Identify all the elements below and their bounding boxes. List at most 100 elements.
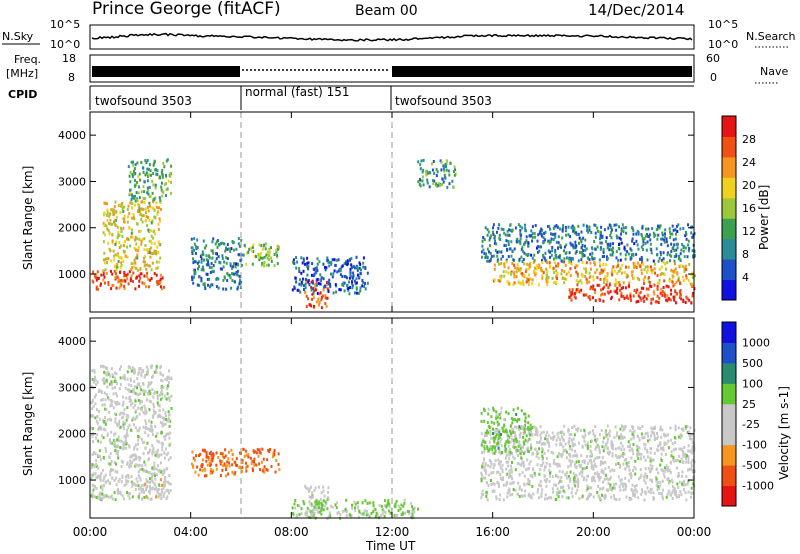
heatmap-cell bbox=[273, 452, 276, 456]
heatmap-cell bbox=[363, 509, 366, 513]
heatmap-cell bbox=[598, 496, 601, 500]
heatmap-cell bbox=[685, 295, 688, 299]
heatmap-cell bbox=[676, 459, 679, 462]
heatmap-cell bbox=[120, 278, 123, 282]
heatmap-cell bbox=[529, 433, 532, 437]
heatmap-cell bbox=[144, 409, 147, 413]
heatmap-cell bbox=[93, 369, 96, 372]
heatmap-cell bbox=[119, 265, 122, 269]
heatmap-cell bbox=[195, 454, 198, 458]
heatmap-cell bbox=[647, 294, 650, 297]
heatmap-cell bbox=[107, 462, 110, 466]
heatmap-cell bbox=[232, 272, 235, 276]
heatmap-cell bbox=[536, 440, 539, 444]
heatmap-cell bbox=[566, 471, 569, 475]
heatmap-cell bbox=[263, 264, 266, 268]
heatmap-cell bbox=[565, 496, 568, 500]
heatmap-cell bbox=[156, 282, 159, 286]
heatmap-cell bbox=[601, 445, 604, 449]
heatmap-cell bbox=[621, 482, 624, 486]
heatmap-cell bbox=[359, 286, 362, 290]
heatmap-cell bbox=[203, 284, 206, 288]
heatmap-cell bbox=[612, 494, 615, 498]
heatmap-cell bbox=[529, 423, 532, 427]
heatmap-cell bbox=[615, 250, 618, 254]
heatmap-cell bbox=[564, 252, 567, 255]
heatmap-cell bbox=[136, 268, 139, 272]
heatmap-cell bbox=[98, 388, 101, 392]
heatmap-cell bbox=[556, 432, 559, 436]
heatmap-cell bbox=[588, 276, 591, 279]
heatmap-cell bbox=[672, 246, 675, 249]
heatmap-cell bbox=[519, 452, 522, 456]
heatmap-cell bbox=[157, 279, 160, 283]
heatmap-cell bbox=[612, 265, 615, 269]
heatmap-cell bbox=[542, 430, 545, 434]
heatmap-cell bbox=[541, 261, 544, 265]
heatmap-cell bbox=[451, 179, 454, 183]
heatmap-cell bbox=[113, 258, 116, 262]
heatmap-cell bbox=[587, 474, 589, 478]
heatmap-cell bbox=[148, 399, 151, 403]
heatmap-cell bbox=[504, 442, 507, 446]
heatmap-cell bbox=[528, 283, 530, 287]
power-heatmap bbox=[91, 112, 696, 312]
heatmap-cell bbox=[113, 376, 116, 380]
heatmap-cell bbox=[114, 420, 117, 424]
heatmap-cell bbox=[570, 438, 573, 442]
heatmap-cell bbox=[133, 203, 136, 207]
heatmap-cell bbox=[670, 292, 673, 296]
heatmap-cell bbox=[137, 455, 140, 459]
heatmap-cell bbox=[578, 290, 581, 294]
heatmap-cell bbox=[208, 265, 211, 269]
heatmap-cell bbox=[306, 256, 309, 260]
heatmap-cell bbox=[164, 480, 167, 484]
heatmap-cell bbox=[133, 258, 136, 262]
heatmap-cell bbox=[657, 448, 660, 452]
heatmap-cell bbox=[95, 287, 98, 291]
heatmap-cell bbox=[571, 288, 574, 292]
heatmap-cell bbox=[137, 470, 140, 474]
heatmap-cell bbox=[152, 162, 155, 166]
heatmap-cell bbox=[551, 487, 554, 491]
heatmap-cell bbox=[319, 291, 322, 295]
heatmap-cell bbox=[400, 503, 403, 507]
heatmap-cell bbox=[509, 429, 512, 433]
heatmap-cell bbox=[304, 513, 307, 517]
heatmap-cell bbox=[248, 247, 251, 251]
heatmap-cell bbox=[148, 218, 151, 222]
heatmap-cell bbox=[221, 256, 224, 260]
heatmap-cell bbox=[532, 260, 535, 264]
heatmap-cell bbox=[100, 471, 103, 475]
heatmap-cell bbox=[137, 249, 140, 253]
heatmap-cell bbox=[307, 267, 309, 271]
heatmap-cell bbox=[531, 225, 534, 229]
heatmap-cell bbox=[147, 192, 150, 196]
heatmap-cell bbox=[515, 275, 518, 279]
heatmap-cell bbox=[629, 247, 632, 251]
heatmap-cell bbox=[526, 482, 529, 486]
heatmap-cell bbox=[490, 460, 492, 464]
heatmap-cell bbox=[327, 491, 329, 494]
heatmap-cell bbox=[318, 303, 320, 307]
heatmap-cell bbox=[632, 469, 634, 472]
heatmap-cell bbox=[95, 487, 98, 490]
heatmap-cell bbox=[130, 384, 133, 387]
heatmap-cell bbox=[125, 413, 128, 417]
heatmap-cell bbox=[607, 481, 610, 485]
heatmap-cell bbox=[641, 488, 643, 492]
heatmap-cell bbox=[583, 267, 585, 271]
heatmap-cell bbox=[203, 282, 206, 286]
heatmap-cell bbox=[96, 453, 99, 457]
heatmap-cell bbox=[445, 168, 448, 172]
heatmap-cell bbox=[659, 250, 662, 254]
heatmap-cell bbox=[617, 475, 620, 479]
heatmap-cell bbox=[158, 492, 161, 496]
heatmap-cell bbox=[661, 237, 664, 241]
heatmap-cell bbox=[512, 441, 515, 445]
heatmap-cell bbox=[205, 450, 208, 454]
heatmap-cell bbox=[94, 276, 97, 279]
heatmap-cell bbox=[327, 290, 330, 293]
heatmap-cell bbox=[162, 162, 165, 165]
heatmap-cell bbox=[515, 270, 518, 274]
